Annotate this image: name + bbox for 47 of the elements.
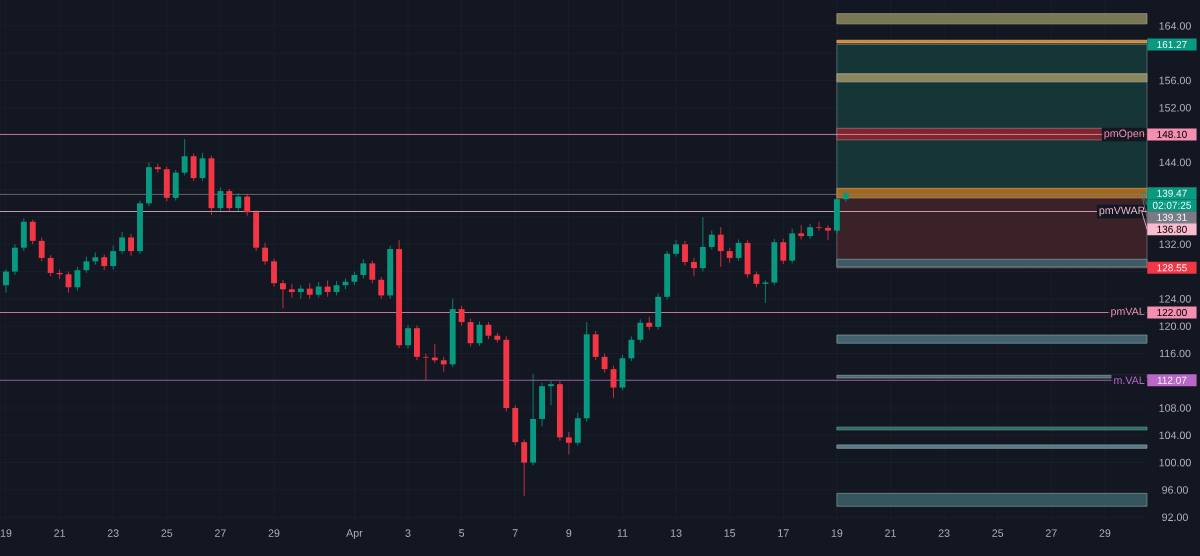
- x-tick-label: 11: [617, 529, 628, 537]
- x-tick-label: 15: [724, 529, 736, 537]
- annotation: 139.31: [1157, 213, 1187, 221]
- annotation: 148.10: [1157, 130, 1187, 138]
- x-tick-label: 13: [670, 529, 682, 537]
- x-tick-label: 5: [459, 529, 465, 537]
- ref-line-label: m.VAL: [1114, 376, 1145, 384]
- y-tick-label: 92.00: [1162, 513, 1188, 521]
- x-tick-label: 21: [54, 529, 65, 537]
- y-tick-label: 132.00: [1159, 240, 1191, 249]
- ref-line-label: pmOpen: [1104, 129, 1145, 140]
- x-tick-label: 9: [566, 529, 572, 537]
- y-tick-label: 120.00: [1159, 322, 1191, 330]
- x-tick-label: 23: [107, 529, 119, 537]
- annotation: 161.27: [1157, 41, 1187, 49]
- x-tick-label: 19: [0, 529, 12, 537]
- x-tick-label: 29: [268, 529, 280, 537]
- y-tick-label: 96.00: [1162, 486, 1188, 494]
- x-tick-label: 25: [992, 529, 1004, 537]
- x-tick-label: 7: [512, 529, 518, 537]
- annotation: 128.55: [1157, 264, 1187, 272]
- x-tick-label: 19: [831, 529, 843, 537]
- x-tick-label: 25: [161, 529, 173, 537]
- x-tick-label: 23: [938, 529, 950, 537]
- annotation: 139.47: [1157, 189, 1187, 197]
- y-tick-label: 156.00: [1159, 76, 1191, 85]
- x-tick-label: 29: [1099, 529, 1111, 537]
- y-tick-label: 100.00: [1159, 458, 1191, 467]
- ref-line-label: pmVAL: [1111, 307, 1145, 318]
- annotation: 122.00: [1157, 308, 1187, 317]
- ref-line-label: pmVWAP: [1099, 206, 1145, 217]
- annotation: 112.07: [1157, 376, 1187, 384]
- y-tick-label: 104.00: [1159, 431, 1191, 440]
- y-tick-label: 116.00: [1159, 349, 1191, 358]
- annotation: 136.80: [1157, 225, 1187, 233]
- x-tick-label: 3: [405, 529, 411, 537]
- annotation: 02:07:25: [1152, 201, 1191, 209]
- y-tick-label: 144.00: [1159, 158, 1191, 167]
- y-tick-label: 152.00: [1159, 104, 1191, 112]
- x-tick-label: 17: [778, 529, 789, 537]
- y-tick-label: 124.00: [1159, 295, 1191, 303]
- x-tick-label: 21: [885, 529, 896, 537]
- y-tick-label: 164.00: [1159, 22, 1191, 30]
- x-tick-label: Apr: [346, 529, 363, 539]
- y-tick-label: 108.00: [1159, 404, 1191, 412]
- x-tick-label: 27: [215, 529, 226, 537]
- x-tick-label: 27: [1045, 529, 1057, 537]
